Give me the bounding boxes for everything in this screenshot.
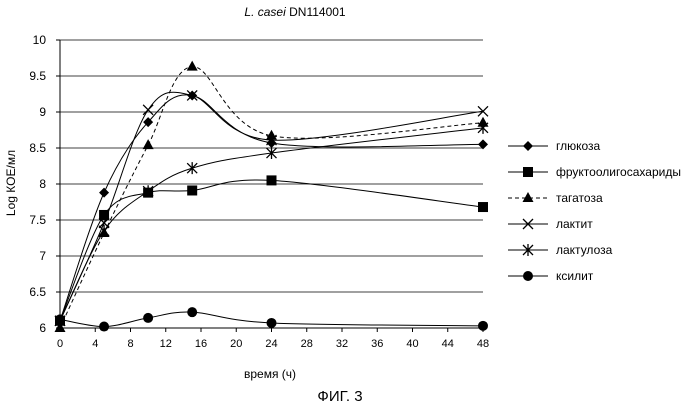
figure-caption: ФИГ. 3 [317,388,362,405]
data-point-square [478,202,488,213]
series-line-4 [59,91,484,322]
series-markers [54,60,489,332]
y-tick-label: 8 [39,177,46,191]
x-tick-label: 12 [160,338,172,350]
y-axis-label: Log КОЕ/мл [4,150,18,216]
legend-label: тагатоза [556,191,603,205]
legend-marker-x [522,218,534,230]
y-tick-label: 6 [39,321,46,335]
x-tick-label: 16 [195,338,207,350]
series-line-3 [59,66,484,329]
chart-title-strain: DN114001 [289,5,346,19]
data-point-triangle [142,139,154,150]
chart-title-species: L. casei [244,5,286,19]
x-tick-label: 24 [265,338,277,350]
data-point-x [477,105,489,117]
axes [56,39,484,332]
data-point-diamond [266,137,277,148]
data-point-circle [187,307,198,318]
legend-label: лактулоза [556,243,613,257]
legend-label: глюкоза [556,139,601,153]
data-point-x [266,134,277,146]
data-point-circle [266,317,277,328]
y-tick-label: 9 [39,105,46,119]
data-point-asterisk [477,121,489,134]
legend: глюкоза фруктоолигосахариды тагатоза лактит… [508,139,681,283]
y-tick-label: 8.5 [29,141,46,155]
legend-marker-asterisk [522,244,534,256]
x-tick-label: 44 [442,338,454,350]
y-tick-label: 7 [39,249,46,263]
y-tick-label: 9.5 [29,69,46,83]
data-point-x [142,104,154,116]
data-point-x [186,89,198,101]
x-tick-label: 0 [57,338,63,350]
data-point-triangle [54,322,66,332]
data-point-diamond [478,139,488,150]
series-line-1 [59,94,484,321]
legend-label: фруктоолигосахариды [556,165,681,179]
legend-marker-circle [523,271,533,281]
series-lines [59,66,484,329]
data-point-square [266,175,277,186]
legend-marker-square [523,167,533,177]
data-point-triangle [186,60,198,71]
series-line-2 [59,179,484,321]
x-tick-label: 4 [92,338,98,350]
y-tick-label: 10 [33,33,47,47]
data-point-square [99,209,110,220]
legend-label: ксилит [556,269,594,283]
x-axis-label: время (ч) [244,367,296,381]
legend-label: лактит [556,217,593,231]
x-tick-label: 32 [336,338,348,350]
y-tick-label: 7.5 [29,213,46,227]
x-tick-label: 20 [230,338,242,350]
data-point-x [98,217,110,229]
data-point-asterisk [142,185,154,198]
y-tick-label: 6.5 [29,285,46,299]
chart-title: L. casei DN114001 [244,5,346,19]
data-point-circle [143,312,154,323]
data-point-circle [99,321,110,332]
x-tick-label: 36 [371,338,383,350]
data-point-circle [55,314,65,325]
series-line-5 [59,127,484,322]
data-point-asterisk [98,224,110,237]
x-tick-label: 48 [477,338,489,350]
legend-marker-diamond [523,141,533,151]
x-tick-label: 28 [301,338,313,350]
x-tick-label: 8 [127,338,133,350]
x-tick-label: 40 [406,338,418,350]
data-point-diamond [99,187,110,198]
data-point-circle [478,320,488,331]
data-point-asterisk [186,162,198,175]
data-point-diamond [143,117,154,128]
data-point-square [187,185,198,196]
data-point-asterisk [266,147,277,160]
legend-marker-triangle [522,192,534,202]
